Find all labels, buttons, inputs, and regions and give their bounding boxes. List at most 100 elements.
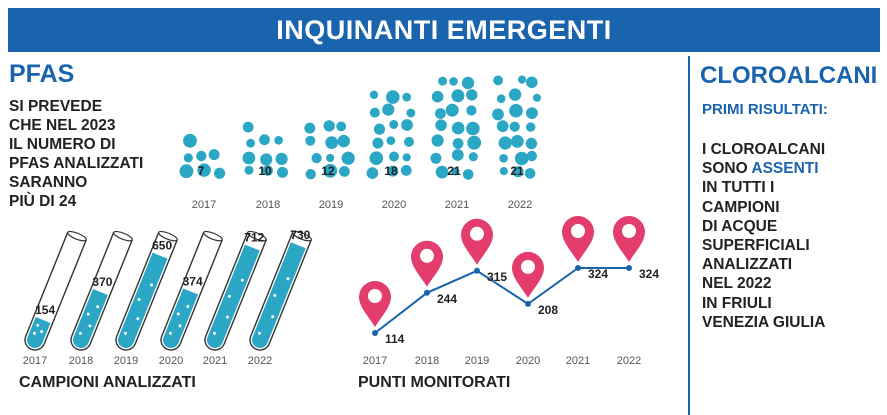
pfas-dot [449,77,458,86]
location-pin-icon [512,251,544,298]
pfas-dot [431,90,444,103]
tube-rim [113,230,133,242]
data-point [372,330,378,336]
pfas-dot [183,133,197,148]
pfas-dot [509,121,520,132]
pfas-title: PFAS [9,60,75,88]
pfas-dot [242,121,254,133]
data-point [525,300,531,307]
pfas-dot [341,151,355,165]
pfas-line: PIÙ DI 24 [9,193,77,210]
pfas-dot [452,138,464,149]
pfas-year-label: 2019 [319,199,343,211]
tube-bubble [86,312,90,316]
pfas-dot [387,165,399,177]
tube-bubble [225,315,229,319]
tube-fill [252,242,306,348]
pfas-year-label: 2021 [445,199,469,211]
pfas-dot [499,154,508,163]
pfas-dot [451,149,464,161]
pfas-dot [311,153,322,164]
pin-hole [368,289,382,303]
pin-shape [461,218,493,265]
pfas-dot [382,103,395,116]
pfas-dot [366,167,379,179]
pfas-dot [326,153,335,163]
test-tube [249,230,312,351]
pfas-dot [533,93,541,102]
pin-shape [359,281,391,327]
line-year-label: 2017 [363,355,387,367]
tube-year-label: 2021 [203,355,227,367]
line-year-label: 2020 [516,355,540,367]
tube-bubble [240,278,244,282]
pfas-dot [404,136,414,147]
cloroalcani-subtitle: PRIMI RISULTATI: [702,101,828,118]
pfas-dot [468,152,478,162]
tube-bubble [88,324,92,328]
tube-bubble [186,304,190,308]
pfas-dot [493,75,503,86]
pfas-dot [461,76,475,90]
pfas-dot [496,94,506,103]
pfas-text: SI PREVEDE CHE NEL 2023 IL NUMERO DI PFA… [9,97,169,211]
pfas-dot [466,105,477,116]
test-tube [115,230,178,351]
clo-line: NEL 2022 [702,275,772,293]
tube-bubble [227,294,231,298]
pin-shape [411,240,443,287]
location-pin-icon [461,218,493,265]
pfas-dot [514,151,529,166]
pfas-dot [431,134,444,147]
tube-bubble [271,315,275,319]
pfas-dot [277,166,288,178]
line-year-label: 2019 [465,355,489,367]
pfas-dot [451,121,465,135]
tube-value-label: 712 [244,231,264,245]
section-divider [688,56,690,415]
pfas-dot [401,119,413,131]
pfas-dot [246,138,256,148]
tube-bubble [96,305,100,309]
tube-bubble [168,331,172,335]
tube-value-label: 370 [92,275,112,289]
data-point [575,265,581,271]
tube-rim [67,230,87,242]
tube-rim [203,230,223,242]
tube-bubble [286,277,290,281]
tube-value-label: 154 [35,303,55,317]
tube-bubble [136,317,140,321]
clo-line: SONO ASSENTI [702,159,882,178]
pfas-dot [526,150,537,162]
location-pin-icon [562,216,594,262]
pfas-value-label: 7 [198,164,205,178]
pfas-dot [430,152,442,164]
tube-value-label: 730 [290,228,310,242]
location-pin-icon [411,240,443,287]
data-point [626,265,632,271]
point-value-label: 208 [538,303,558,317]
tube-bubble [123,331,127,335]
pfas-value-label: 21 [447,164,461,178]
pfas-dot [369,151,384,165]
tube-year-label: 2022 [248,355,272,367]
pin-hole [571,224,585,238]
clo-line: SUPERFICIALI [702,237,810,255]
clo-line: VENEZIA GIULIA [702,313,826,331]
pfas-value-label: 12 [321,164,335,178]
tube-bubble [149,283,153,287]
pfas-dot [275,152,288,165]
point-value-label: 315 [487,270,507,284]
tube-bubble [176,312,180,316]
clo-line: CAMPIONI [702,198,780,216]
pfas-year-label: 2018 [256,199,280,211]
tube-fill [118,252,168,348]
pfas-line: SI PREVEDE [9,98,103,115]
pin-hole [521,259,535,274]
pfas-dot [386,90,400,104]
pfas-year-label: 2017 [192,199,216,211]
pfas-dot [492,108,504,121]
test-tube [204,230,267,351]
pfas-dot [274,136,283,145]
